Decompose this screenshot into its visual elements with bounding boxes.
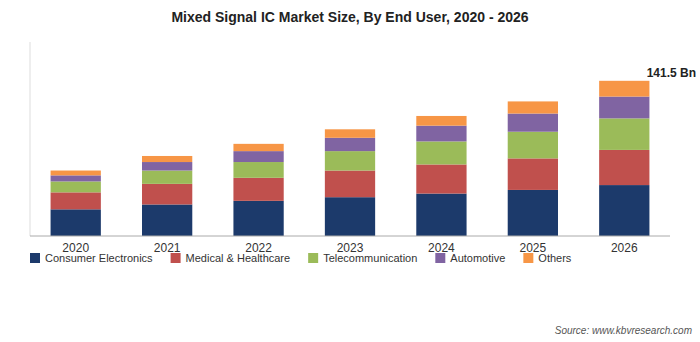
bar (325, 138, 375, 151)
legend-label: Consumer Electronics (45, 252, 153, 264)
bar (233, 144, 283, 151)
x-tick-label: 2021 (154, 241, 181, 255)
bar (233, 162, 283, 178)
legend-item: Automotive (435, 252, 505, 264)
source: Source: www.kbvresearch.com (555, 325, 692, 336)
legend-label: Telecommunication (323, 252, 417, 264)
legend-label: Others (538, 252, 572, 264)
bar (142, 184, 192, 205)
x-axis-line (30, 236, 670, 237)
legend-swatch (30, 253, 40, 263)
bar (325, 129, 375, 137)
legend-label: Medical & Healthcare (186, 252, 291, 264)
bar (508, 101, 558, 113)
bar (508, 132, 558, 159)
annotation: 141.5 Bn (647, 66, 696, 80)
title: Mixed Signal IC Market Size, By End User… (171, 9, 528, 25)
bar (51, 209, 101, 236)
legend-swatch (435, 253, 445, 263)
bar (508, 114, 558, 132)
legend-swatch (171, 253, 181, 263)
legend: Consumer Electronics Medical & Healthcare… (30, 252, 572, 264)
bar (325, 171, 375, 198)
legend-swatch (523, 253, 533, 263)
bar (599, 81, 649, 97)
bar (51, 192, 101, 209)
chart: Mixed Signal IC Market Size, By End User… (0, 0, 700, 342)
legend-label: Automotive (450, 252, 505, 264)
y-axis-line (30, 42, 31, 236)
x-tick-label: 2026 (611, 241, 638, 255)
legend-item: Consumer Electronics (30, 252, 153, 264)
bar (325, 151, 375, 170)
legend-swatch (308, 253, 318, 263)
bars (51, 81, 650, 236)
bar (416, 116, 466, 126)
legend-item: Others (523, 252, 572, 264)
bar (51, 181, 101, 192)
bar (325, 197, 375, 236)
bar (142, 162, 192, 170)
legend-item: Telecommunication (308, 252, 417, 264)
bar (142, 171, 192, 184)
bar (51, 171, 101, 176)
bar (508, 158, 558, 190)
bar (416, 164, 466, 193)
bar (416, 194, 466, 236)
bar (599, 118, 649, 150)
bar (416, 141, 466, 164)
bar (142, 156, 192, 162)
bar (233, 151, 283, 162)
bar (233, 201, 283, 236)
bar (51, 175, 101, 181)
bar (599, 97, 649, 119)
bar (233, 178, 283, 201)
bar (416, 126, 466, 142)
bar (599, 185, 649, 236)
bar (508, 190, 558, 236)
bar (599, 150, 649, 185)
bar (142, 204, 192, 236)
legend-item: Medical & Healthcare (171, 252, 291, 264)
